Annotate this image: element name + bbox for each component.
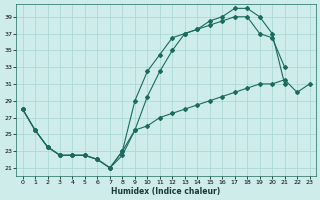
X-axis label: Humidex (Indice chaleur): Humidex (Indice chaleur) bbox=[111, 187, 221, 196]
